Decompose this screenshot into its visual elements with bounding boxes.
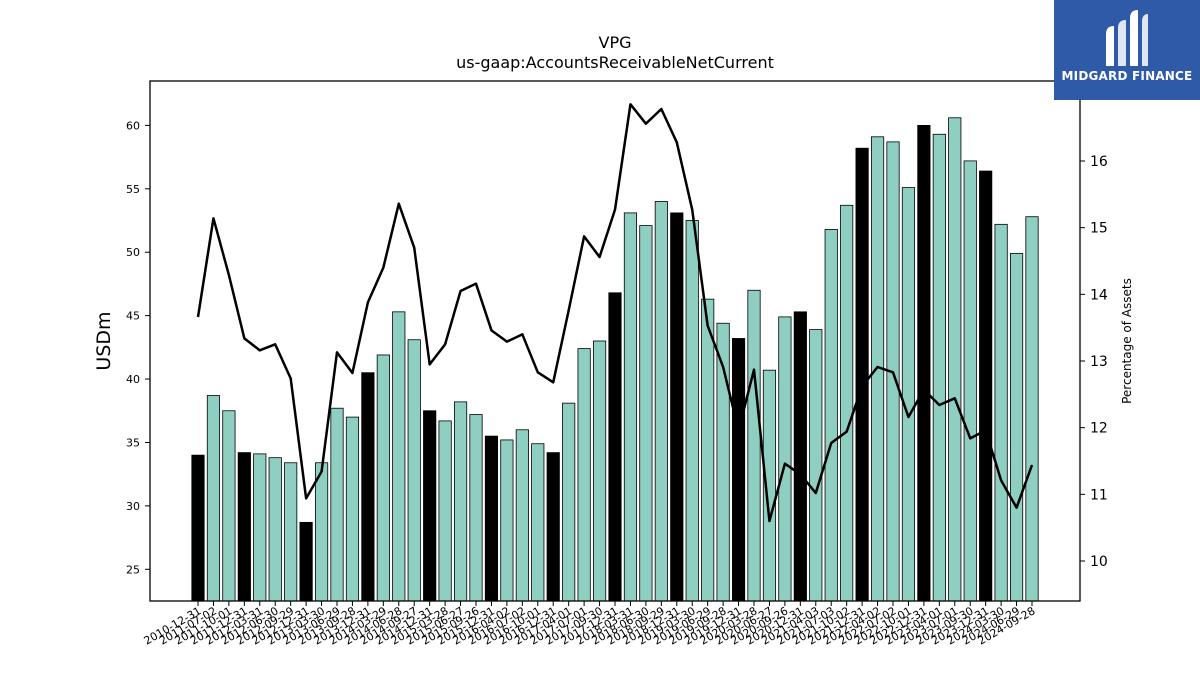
bar-series bbox=[191, 117, 1039, 602]
bar-quarterly bbox=[809, 329, 823, 602]
y2-tick-label: 13 bbox=[1090, 354, 1108, 370]
bar-quarterly bbox=[314, 462, 329, 602]
plot-frame bbox=[149, 80, 1081, 602]
chart-title: VPG bbox=[599, 33, 632, 52]
bar-quarterly bbox=[392, 311, 406, 602]
brand-logo: MIDGARD FINANCE bbox=[1054, 0, 1200, 100]
y-axis-label: USDm bbox=[93, 311, 115, 370]
bar-annual bbox=[608, 292, 622, 602]
y2-axis-label: Percentage of Assets bbox=[1120, 278, 1134, 404]
bar-quarterly bbox=[345, 416, 360, 602]
bar-quarterly bbox=[1025, 216, 1039, 602]
bar-quarterly bbox=[1009, 253, 1024, 602]
bar-quarterly bbox=[206, 395, 221, 602]
bar-quarterly bbox=[639, 225, 653, 602]
bar-quarterly bbox=[222, 410, 236, 602]
chart-subtitle: us-gaap:AccountsReceivableNetCurrent bbox=[456, 53, 774, 72]
bar-quarterly bbox=[268, 457, 282, 602]
bar-quarterly bbox=[623, 212, 638, 602]
bar-quarterly bbox=[592, 340, 607, 602]
bar-quarterly bbox=[840, 204, 854, 602]
bar-quarterly bbox=[515, 429, 529, 602]
y2-tick-label: 15 bbox=[1090, 221, 1108, 237]
bar-quarterly bbox=[376, 354, 390, 602]
y-axis-right: 10 11 12 13 14 15 16 bbox=[1080, 154, 1108, 570]
percentage-line-series bbox=[196, 103, 1034, 523]
bar-annual bbox=[979, 170, 993, 602]
bar-quarterly bbox=[747, 289, 761, 602]
y-tick-label: 40 bbox=[126, 373, 140, 386]
y2-tick-label: 14 bbox=[1090, 287, 1108, 303]
bar-quarterly bbox=[500, 439, 514, 602]
bar-quarterly bbox=[562, 402, 576, 602]
x-axis: 2010-12-312011-07-022011-10-012011-12-31… bbox=[142, 601, 1038, 648]
bar-annual bbox=[484, 435, 499, 602]
bar-quarterly bbox=[330, 407, 344, 602]
bar-quarterly bbox=[963, 160, 977, 602]
y-tick-label: 35 bbox=[126, 436, 140, 449]
y2-tick-label: 10 bbox=[1090, 554, 1108, 570]
y-axis-left: 25 30 35 40 45 50 55 60 bbox=[126, 119, 150, 576]
y-tick-label: 50 bbox=[126, 246, 140, 259]
bar-annual bbox=[917, 124, 931, 602]
bar-quarterly bbox=[824, 228, 838, 602]
bar-quarterly bbox=[438, 420, 452, 602]
bar-annual bbox=[191, 454, 205, 602]
y2-tick-label: 12 bbox=[1090, 421, 1108, 437]
y2-tick-label: 16 bbox=[1090, 154, 1108, 170]
percentage-line bbox=[196, 103, 1034, 523]
bar-annual bbox=[237, 452, 251, 602]
bar-quarterly bbox=[994, 223, 1008, 602]
bar-quarterly bbox=[932, 133, 946, 602]
y-tick-label: 60 bbox=[126, 119, 140, 132]
bar-annual bbox=[731, 338, 746, 602]
y-tick-label: 55 bbox=[126, 183, 140, 196]
bar-annual bbox=[361, 372, 375, 602]
bar-quarterly bbox=[778, 316, 792, 602]
bar-quarterly bbox=[701, 298, 715, 602]
y-tick-label: 25 bbox=[126, 563, 140, 576]
bar-quarterly bbox=[453, 401, 468, 602]
bar-quarterly bbox=[469, 414, 483, 602]
bar-annual bbox=[546, 452, 560, 602]
bar-annual bbox=[423, 410, 437, 602]
bar-annual bbox=[670, 212, 684, 602]
bar-annual bbox=[855, 147, 869, 602]
y-tick-label: 45 bbox=[126, 310, 140, 323]
bar-quarterly bbox=[948, 117, 962, 602]
brand-name: MIDGARD FINANCE bbox=[1061, 69, 1193, 83]
bar-quarterly bbox=[654, 201, 668, 602]
y-tick-label: 30 bbox=[126, 500, 140, 513]
bar-quarterly bbox=[253, 453, 267, 602]
bar-quarterly bbox=[407, 339, 421, 602]
bar-quarterly bbox=[577, 348, 591, 602]
bar-quarterly bbox=[901, 187, 916, 602]
bar-quarterly bbox=[284, 462, 298, 602]
bar-quarterly bbox=[531, 443, 545, 602]
bar-annual bbox=[793, 311, 807, 602]
bar-annual bbox=[299, 521, 313, 602]
midgard-logo-icon bbox=[1106, 10, 1148, 66]
y2-tick-label: 11 bbox=[1090, 487, 1108, 503]
bar-quarterly bbox=[685, 220, 699, 602]
